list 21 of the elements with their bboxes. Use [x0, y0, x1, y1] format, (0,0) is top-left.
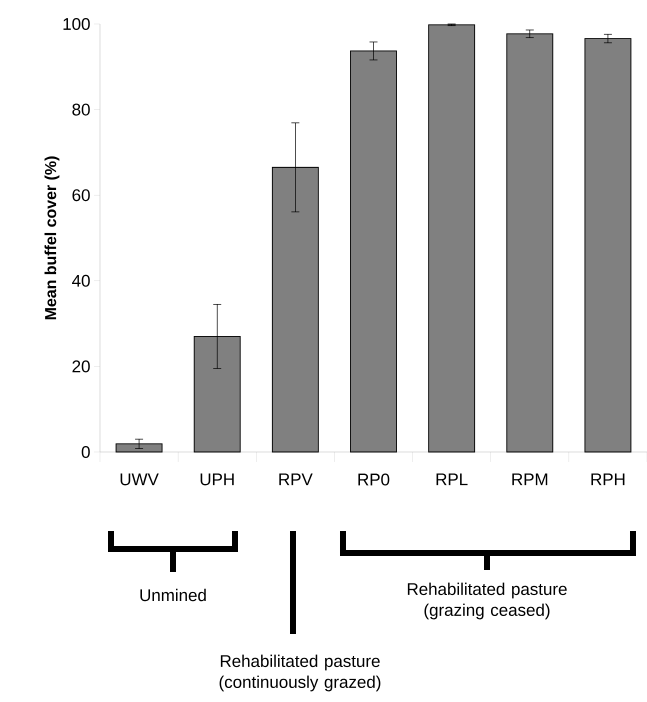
text: Unmined: [140, 588, 206, 602]
y-tick-label: 20: [72, 360, 90, 372]
bar: [116, 443, 163, 452]
x-tick-label: UWV: [120, 474, 159, 486]
bar: [506, 33, 554, 452]
x-tick-label: RPH: [591, 474, 624, 486]
x-tick-label: RPM: [512, 474, 548, 486]
bar: [428, 24, 476, 452]
text: Rehabilitated pasture (grazing ceased): [408, 582, 567, 620]
x-tick-label: RP0: [358, 474, 390, 486]
text: Rehabilitated pasture (continuously grazed): [220, 654, 380, 692]
x-tick-label: RPV: [279, 474, 313, 486]
y-axis-title: Mean buffel cover (%): [44, 156, 60, 320]
y-tick-label: 0: [82, 446, 90, 458]
y-tick-label: 80: [72, 104, 90, 116]
x-tick-label: RPL: [436, 474, 468, 486]
y-tick-label: 40: [72, 274, 90, 287]
y-tick-label: 100: [64, 18, 90, 30]
bar: [584, 38, 632, 452]
x-tick-label: UPH: [200, 474, 234, 486]
y-tick-label: 60: [72, 189, 90, 202]
